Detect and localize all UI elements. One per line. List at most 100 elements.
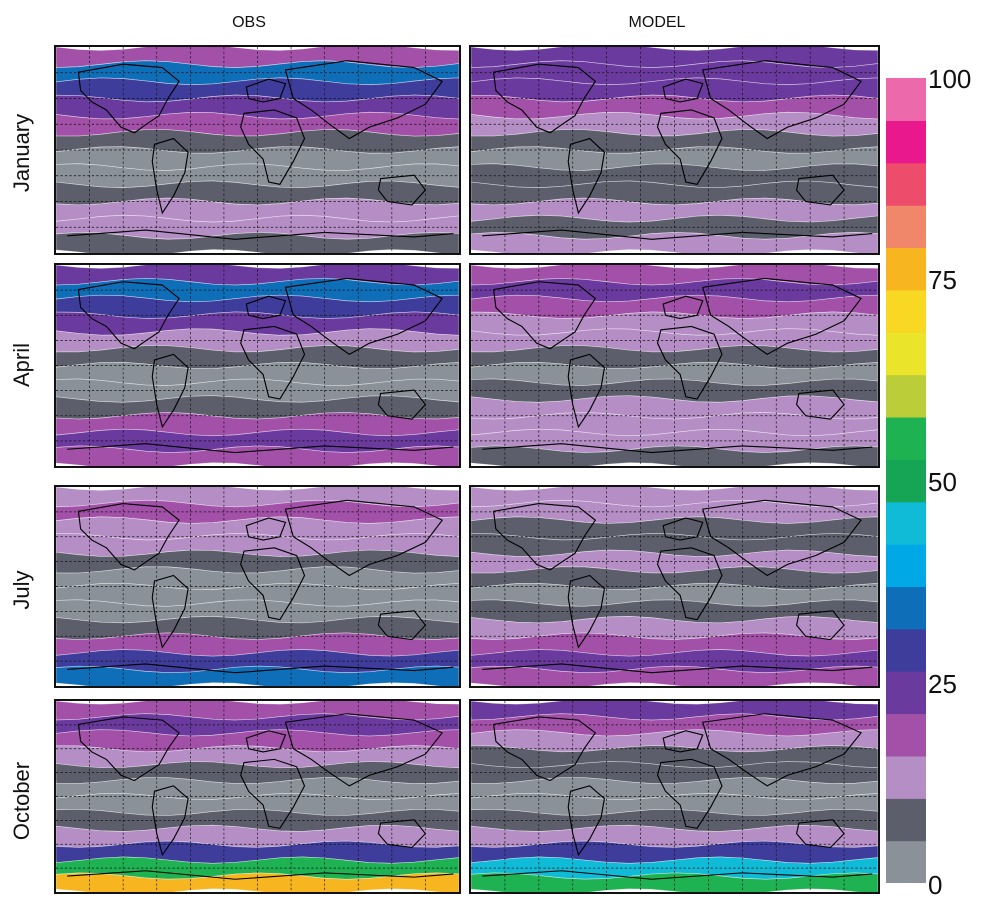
coastline — [492, 716, 597, 782]
coastline — [795, 174, 845, 206]
coastline — [151, 785, 189, 857]
coastline — [662, 730, 704, 753]
contour-band — [471, 232, 878, 253]
coastline — [67, 870, 454, 880]
coastline — [245, 78, 287, 103]
coastline — [702, 499, 862, 577]
coastline — [67, 663, 454, 674]
coastline — [77, 281, 180, 350]
coastline — [482, 870, 873, 880]
map-panel-october-model — [469, 699, 880, 894]
coastline — [377, 610, 427, 641]
coastline — [240, 547, 306, 621]
colorbar-level-0 — [886, 840, 926, 883]
coastline — [662, 78, 704, 103]
colorbar-tick-100: 100 — [928, 64, 972, 94]
coastline — [492, 281, 597, 350]
map-panel-april-model — [469, 263, 880, 468]
coastline — [245, 730, 287, 753]
colorbar-level-5 — [886, 628, 926, 672]
coastline — [284, 499, 444, 577]
coastline — [482, 229, 873, 240]
row-label-july: July — [9, 570, 34, 610]
map-panel-july-obs — [54, 485, 461, 688]
coastline — [795, 610, 845, 641]
contour-band — [56, 872, 459, 892]
coastline — [795, 819, 845, 848]
colorbar-level-10 — [886, 416, 926, 460]
colorbar-level-13 — [886, 289, 926, 333]
coastline — [77, 503, 180, 571]
col-title-model: MODEL — [628, 14, 686, 31]
map-svg — [56, 487, 459, 686]
coastline — [567, 353, 606, 429]
map-svg — [56, 47, 459, 253]
map-svg — [471, 47, 878, 253]
coastline — [240, 758, 306, 829]
colorbar-level-2 — [886, 755, 926, 799]
colorbar-tick-75: 75 — [928, 265, 957, 295]
coastline — [284, 277, 444, 355]
coastline — [377, 819, 427, 848]
coastline — [492, 503, 597, 571]
coastline — [67, 229, 454, 240]
coastline — [377, 174, 427, 206]
colorbar-level-12 — [886, 332, 926, 376]
colorbar-level-16 — [886, 162, 926, 206]
contour-band — [56, 445, 459, 466]
map-panel-july-model — [469, 485, 880, 688]
coastline — [656, 758, 723, 829]
coastline — [702, 713, 862, 787]
colorbar — [886, 78, 926, 883]
coastline — [151, 353, 189, 429]
map-panel-april-obs — [54, 263, 461, 468]
coastline — [151, 574, 189, 649]
colorbar-level-11 — [886, 374, 926, 418]
colorbar-level-18 — [886, 78, 926, 121]
coastline — [245, 517, 287, 541]
contour-band — [471, 445, 878, 466]
coastline — [662, 295, 704, 320]
colorbar-level-4 — [886, 671, 926, 715]
colorbar-level-7 — [886, 544, 926, 588]
coastline — [284, 713, 444, 787]
coastline — [77, 63, 180, 134]
coastline — [567, 137, 606, 215]
colorbar-level-15 — [886, 205, 926, 249]
row-label-january: January — [9, 113, 34, 193]
col-title-obs: OBS — [232, 14, 266, 31]
coastline — [492, 63, 597, 134]
coastline — [702, 60, 862, 140]
coastline — [656, 547, 723, 621]
coastline — [656, 109, 723, 185]
contour-band — [471, 872, 878, 892]
colorbar-tick-0: 0 — [928, 870, 943, 900]
row-label-april: April — [9, 343, 34, 388]
contour-band — [56, 232, 459, 253]
colorbar-level-14 — [886, 247, 926, 291]
coastline — [67, 443, 454, 454]
map-svg — [471, 487, 878, 686]
coastline — [795, 389, 845, 420]
colorbar-level-1 — [886, 798, 926, 842]
row-label-october: October — [9, 761, 34, 841]
coastline — [240, 109, 306, 185]
coastline — [482, 663, 873, 674]
colorbar-level-3 — [886, 713, 926, 757]
colorbar-tick-50: 50 — [928, 467, 957, 497]
coastline — [240, 325, 306, 400]
colorbar-tick-25: 25 — [928, 669, 957, 699]
coastline — [77, 716, 180, 782]
coastline — [377, 389, 427, 420]
coastline — [482, 443, 873, 454]
coastline — [656, 325, 723, 400]
coastline — [567, 785, 606, 857]
map-svg — [471, 265, 878, 466]
map-svg — [56, 701, 459, 892]
coastline — [245, 295, 287, 320]
coastline — [151, 137, 189, 215]
map-svg — [56, 265, 459, 466]
colorbar-level-6 — [886, 586, 926, 630]
map-panel-october-obs — [54, 699, 461, 894]
colorbar-level-9 — [886, 459, 926, 503]
